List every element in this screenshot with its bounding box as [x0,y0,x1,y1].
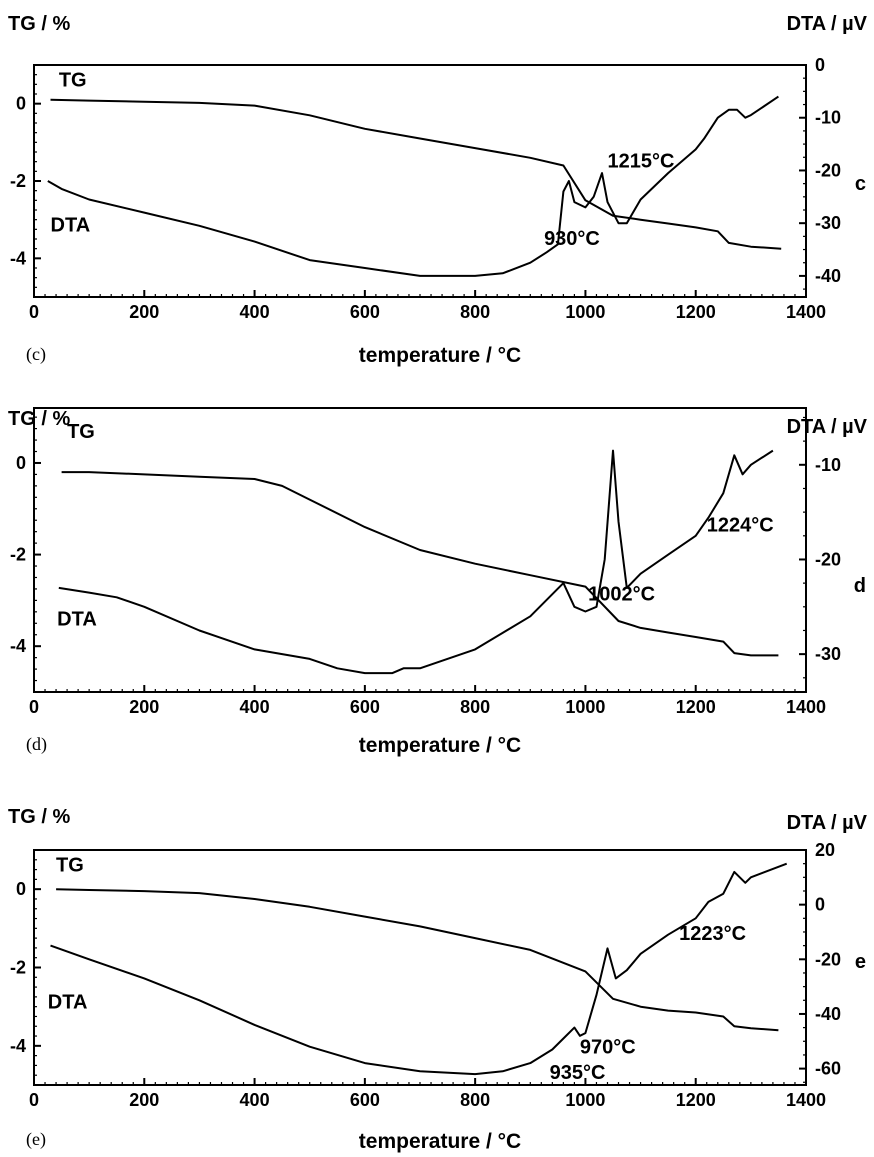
y-right-tick-label: -20 [815,549,841,569]
annotation-label: DTA [48,992,88,1014]
x-tick-label: 1200 [676,1090,716,1110]
annotation-label: 970°C [580,1037,636,1059]
x-tick-label: 1200 [676,697,716,717]
y-right-tick-label: 20 [815,840,835,860]
x-tick-label: 1400 [786,697,826,717]
plot-frame [33,849,807,1086]
y-left-tick-label: 0 [16,453,26,473]
y-right-title: DTA / µV [787,812,868,834]
y-right-tick-label: -20 [815,160,841,180]
x-tick-label: 800 [460,302,490,322]
x-tick-label: 400 [240,1090,270,1110]
side-letter: e [855,951,866,973]
y-left-tick-label: -2 [10,171,26,191]
y-right-tick-label: 0 [815,895,825,915]
panel-e: 0 200 400 600 800 1000 1200 14000-2-4200-20-40-… [8,806,868,1153]
y-right-tick-label: -10 [815,108,841,128]
series-dta-line [47,95,779,277]
x-tick-label: 200 [129,302,159,322]
annotation-label: 1224°C [707,515,774,537]
x-tick-label: 1000 [565,697,605,717]
side-letter: c [855,173,866,195]
y-left-tick-label: -4 [10,248,26,268]
x-tick-label: 600 [350,697,380,717]
x-tick-label: 200 [129,1090,159,1110]
panel-label: (d) [26,734,47,755]
annotation-label: 1223°C [679,923,746,945]
x-tick-label: 0 [29,302,39,322]
y-left-tick-label: -2 [10,958,26,978]
panel-c: 0 200 400 600 800 1000 1200 14000-2-40-10-20-30… [8,13,868,367]
y-left-tick-label: -4 [10,1036,26,1056]
y-left-title: TG / % [8,806,70,828]
annotation-label: TG [56,855,84,877]
y-right-title: DTA / µV [787,416,868,438]
x-axis-label: temperature / °C [359,734,521,757]
panel-label: (c) [26,344,46,365]
series-tg-line [61,471,779,657]
x-tick-label: 0 [29,697,39,717]
annotation-label: TG [59,69,87,91]
x-tick-label: 200 [129,697,159,717]
y-left-tick-label: -2 [10,545,26,565]
y-left-title: TG / % [8,408,70,430]
x-tick-label: 800 [460,1090,490,1110]
x-tick-label: 1400 [786,1090,826,1110]
x-axis-label: temperature / °C [359,1130,521,1153]
y-right-tick-label: 0 [815,55,825,75]
y-right-tick-label: -30 [815,213,841,233]
x-tick-label: 1400 [786,302,826,322]
series-tg-line [50,98,782,250]
x-axis-label: temperature / °C [359,344,521,367]
side-letter: d [854,575,866,597]
y-right-tick-label: -20 [815,949,841,969]
x-tick-label: 600 [350,302,380,322]
series-tg-line [56,888,779,1032]
y-right-tick-label: -40 [815,266,841,286]
y-left-tick-label: 0 [16,94,26,114]
x-tick-label: 1200 [676,302,716,322]
annotation-label: DTA [57,609,97,631]
y-left-title: TG / % [8,13,70,35]
y-right-title: DTA / µV [787,13,868,35]
y-right-tick-label: -60 [815,1059,841,1079]
y-right-tick-label: -40 [815,1004,841,1024]
annotation-label: TG [67,421,95,443]
x-tick-label: 1000 [565,1090,605,1110]
series-dta-line [58,449,774,675]
y-right-tick-label: -10 [815,455,841,475]
panel-d: 0 200 400 600 800 1000 1200 1400 0 -2 -4 -10 -20 -30 T… [8,407,868,757]
plot-frame [33,64,807,298]
y-left-tick-label: 0 [16,879,26,899]
y-left-tick-label: -4 [10,636,26,656]
annotation-label: 1215°C [607,150,674,172]
x-tick-label: 400 [240,302,270,322]
y-right-tick-label: -30 [815,644,841,664]
x-tick-label: 600 [350,1090,380,1110]
panel-label: (e) [26,1129,46,1150]
annotation-label: DTA [51,214,91,236]
x-tick-label: 400 [240,697,270,717]
x-tick-label: 1000 [565,302,605,322]
series-dta-line [50,862,788,1076]
annotation-label: 1002°C [588,583,655,605]
x-tick-label: 0 [29,1090,39,1110]
annotation-label: 930°C [544,228,600,250]
annotation-label: 935°C [550,1062,606,1084]
x-tick-label: 800 [460,697,490,717]
